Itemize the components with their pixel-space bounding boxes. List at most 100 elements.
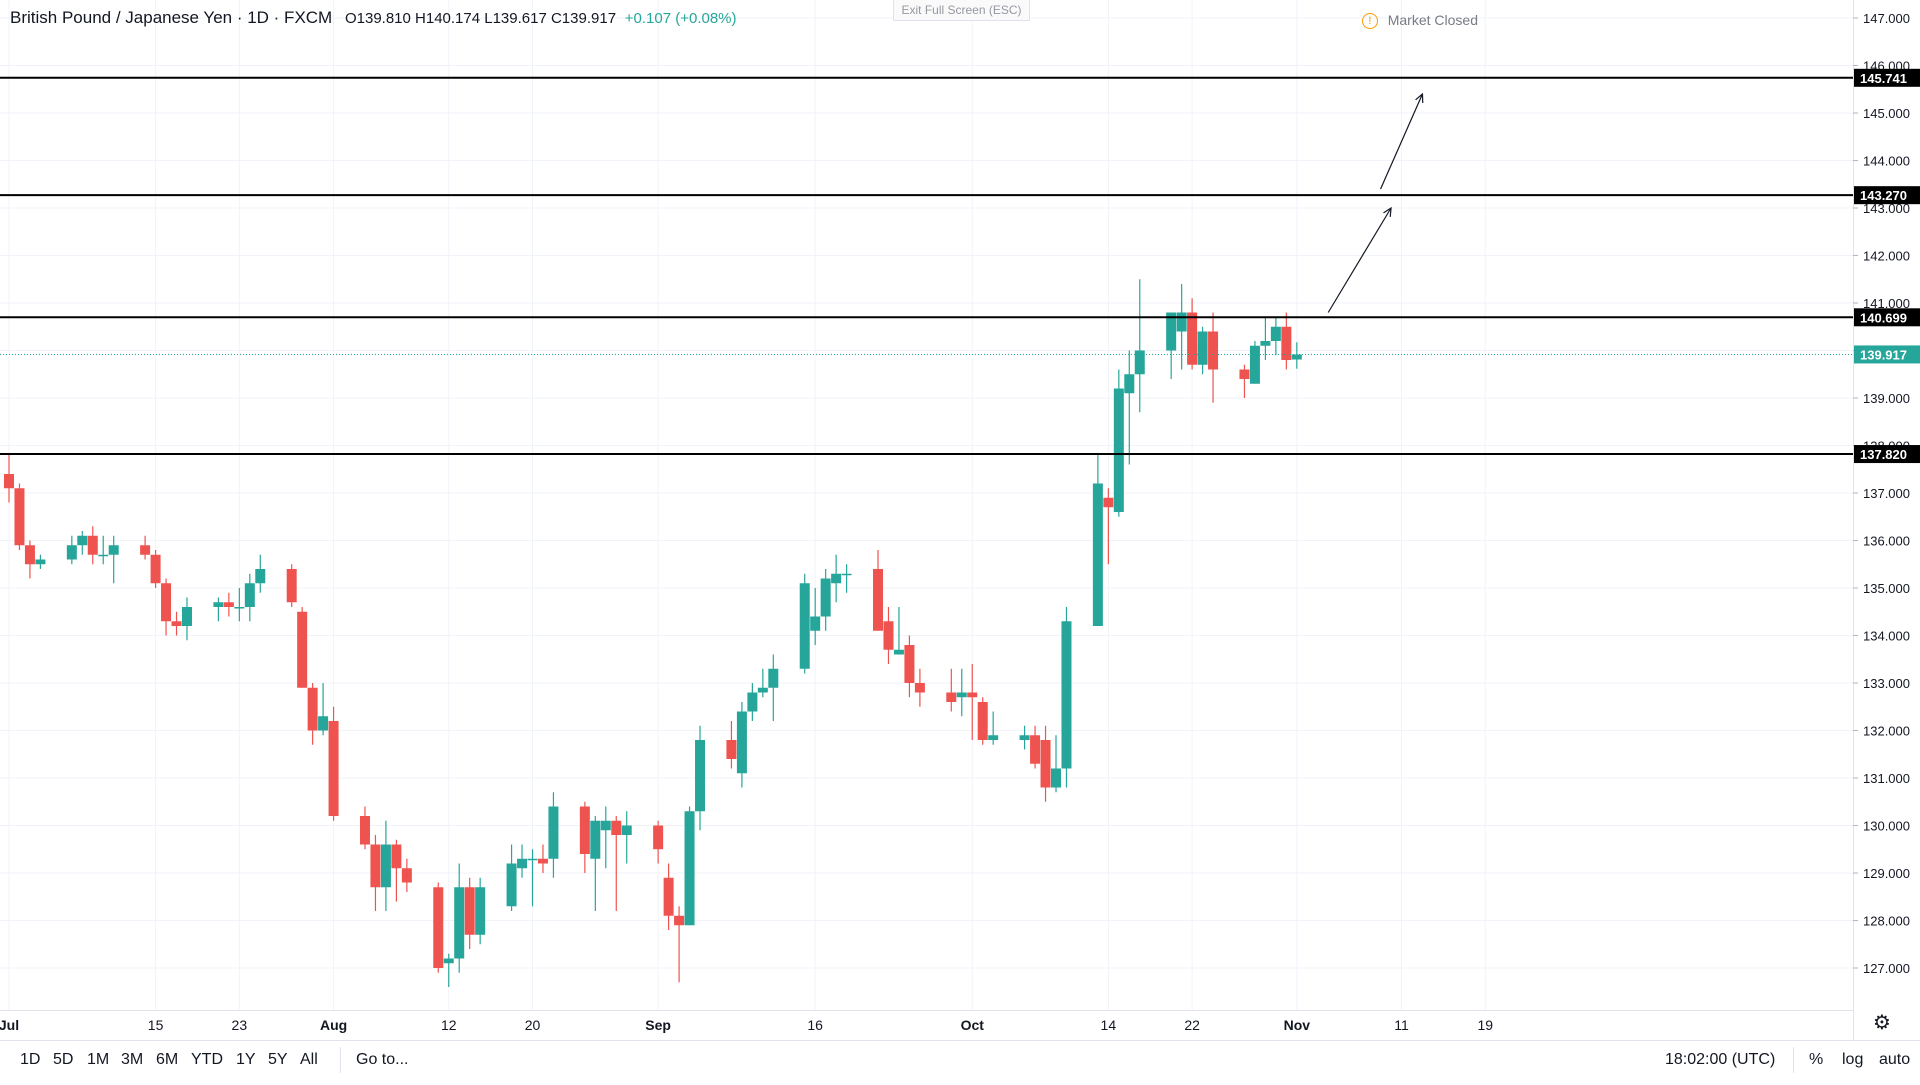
- candle-body: [831, 573, 842, 584]
- time-tick-label: Jul: [0, 1017, 19, 1033]
- candle-body: [108, 545, 119, 555]
- time-tick-label: 16: [807, 1017, 823, 1033]
- log-toggle[interactable]: log: [1842, 1051, 1864, 1068]
- candle-body: [1197, 331, 1208, 365]
- candle-body: [328, 721, 339, 816]
- candle-body: [77, 535, 88, 546]
- price-tick-label: 142.000: [1863, 249, 1910, 264]
- auto-toggle[interactable]: auto: [1879, 1051, 1911, 1068]
- candle-body: [318, 716, 329, 731]
- trend-arrow-line[interactable]: [1327, 207, 1392, 313]
- percent-toggle[interactable]: %: [1809, 1051, 1824, 1068]
- candle-body: [370, 844, 381, 888]
- candle-body: [517, 858, 528, 869]
- candle-body: [140, 545, 151, 555]
- range-all[interactable]: All: [300, 1051, 318, 1068]
- candle-body: [1291, 354, 1302, 360]
- candle-body: [255, 569, 266, 584]
- price-tick-label: 128.000: [1863, 914, 1910, 929]
- candle-body: [904, 645, 915, 683]
- time-tick-label: 19: [1477, 1017, 1493, 1033]
- candle-body: [161, 583, 172, 622]
- candle-body: [171, 621, 182, 626]
- level-price-label-bg: [1854, 186, 1920, 205]
- candle-body: [1281, 326, 1292, 360]
- price-tick-label: 127.000: [1863, 961, 1910, 976]
- candle-body: [98, 554, 109, 557]
- candle-body: [1019, 735, 1030, 740]
- candle-body: [1134, 350, 1145, 375]
- candle-body: [684, 811, 695, 926]
- candle-body: [600, 820, 611, 831]
- candle-body: [1113, 388, 1124, 512]
- warning-icon: !: [1361, 13, 1378, 30]
- candle-body: [286, 569, 297, 603]
- candle-body: [1166, 312, 1177, 351]
- time-tick-label: 23: [232, 1017, 248, 1033]
- candle-body: [35, 559, 46, 565]
- price-tick-label: 141.000: [1863, 296, 1910, 311]
- candle-body: [820, 578, 831, 617]
- ohlc-values: O139.810 H140.174 L139.617 C139.917: [344, 10, 617, 27]
- range-ytd[interactable]: YTD: [191, 1051, 223, 1068]
- price-tick-label: 136.000: [1863, 534, 1910, 549]
- level-price-label: 140.699: [1860, 310, 1907, 325]
- bottom-toolbar: 1D 5D 1M 3M 6M YTD 1Y 5Y All Go to... 18…: [0, 1040, 1920, 1081]
- candle-body: [14, 488, 25, 546]
- candle-body: [150, 554, 161, 584]
- level-price-label-bg: [1854, 68, 1920, 87]
- candle-body: [914, 683, 925, 693]
- candle-body: [1187, 312, 1198, 365]
- time-tick-label: Sep: [645, 1017, 671, 1033]
- candle-body: [401, 868, 412, 883]
- range-1m[interactable]: 1M: [87, 1051, 110, 1068]
- level-price-label: 137.820: [1860, 447, 1907, 462]
- price-tick-label: 133.000: [1863, 676, 1910, 691]
- price-tick-label: 132.000: [1863, 724, 1910, 739]
- candle-body: [548, 806, 559, 859]
- candle-body: [590, 820, 601, 859]
- candle-body: [977, 702, 988, 740]
- range-3m[interactable]: 3M: [121, 1051, 144, 1068]
- range-6m[interactable]: 6M: [156, 1051, 179, 1068]
- candle-body: [391, 844, 402, 869]
- candle-body: [674, 915, 685, 926]
- candle-body: [443, 958, 454, 964]
- last-price-label: 139.917: [1860, 347, 1907, 362]
- candle-body: [506, 863, 517, 907]
- price-tick-label: 143.000: [1863, 201, 1910, 216]
- range-5d[interactable]: 5D: [53, 1051, 74, 1068]
- goto-button[interactable]: Go to...: [356, 1051, 409, 1068]
- candle-body: [873, 569, 884, 631]
- candle-body: [1270, 326, 1281, 341]
- candle-body: [946, 692, 957, 702]
- time-tick-label: 20: [525, 1017, 541, 1033]
- candle-body: [234, 607, 245, 609]
- candle-body: [181, 607, 192, 626]
- candle-body: [464, 887, 475, 935]
- candle-body: [359, 816, 370, 845]
- chart-header: British Pound / Japanese Yen · 1D · FXCM…: [10, 8, 737, 28]
- range-1y[interactable]: 1Y: [236, 1051, 256, 1068]
- candle-body: [810, 616, 821, 631]
- candle-body: [663, 877, 674, 916]
- candle-body: [1208, 331, 1219, 370]
- price-tick-label: 147.000: [1863, 11, 1910, 26]
- range-1d[interactable]: 1D: [20, 1051, 41, 1068]
- time-display: 18:02:00 (UTC): [1665, 1051, 1776, 1068]
- market-status-label: Market Closed: [1387, 12, 1478, 28]
- settings-gear-icon[interactable]: ⚙: [1873, 1012, 1891, 1034]
- candle-body: [454, 887, 465, 959]
- candle-body: [244, 583, 255, 607]
- range-5y[interactable]: 5Y: [268, 1051, 288, 1068]
- level-price-label-bg: [1854, 445, 1920, 464]
- last-price-label-bg: [1854, 345, 1920, 364]
- time-tick-label: 11: [1394, 1017, 1409, 1033]
- exit-fullscreen-button[interactable]: Exit Full Screen (ESC): [893, 0, 1030, 21]
- trend-arrow-line[interactable]: [1380, 93, 1423, 190]
- time-tick-label: Nov: [1284, 1017, 1311, 1033]
- candle-body: [893, 649, 904, 655]
- candle-body: [380, 844, 391, 888]
